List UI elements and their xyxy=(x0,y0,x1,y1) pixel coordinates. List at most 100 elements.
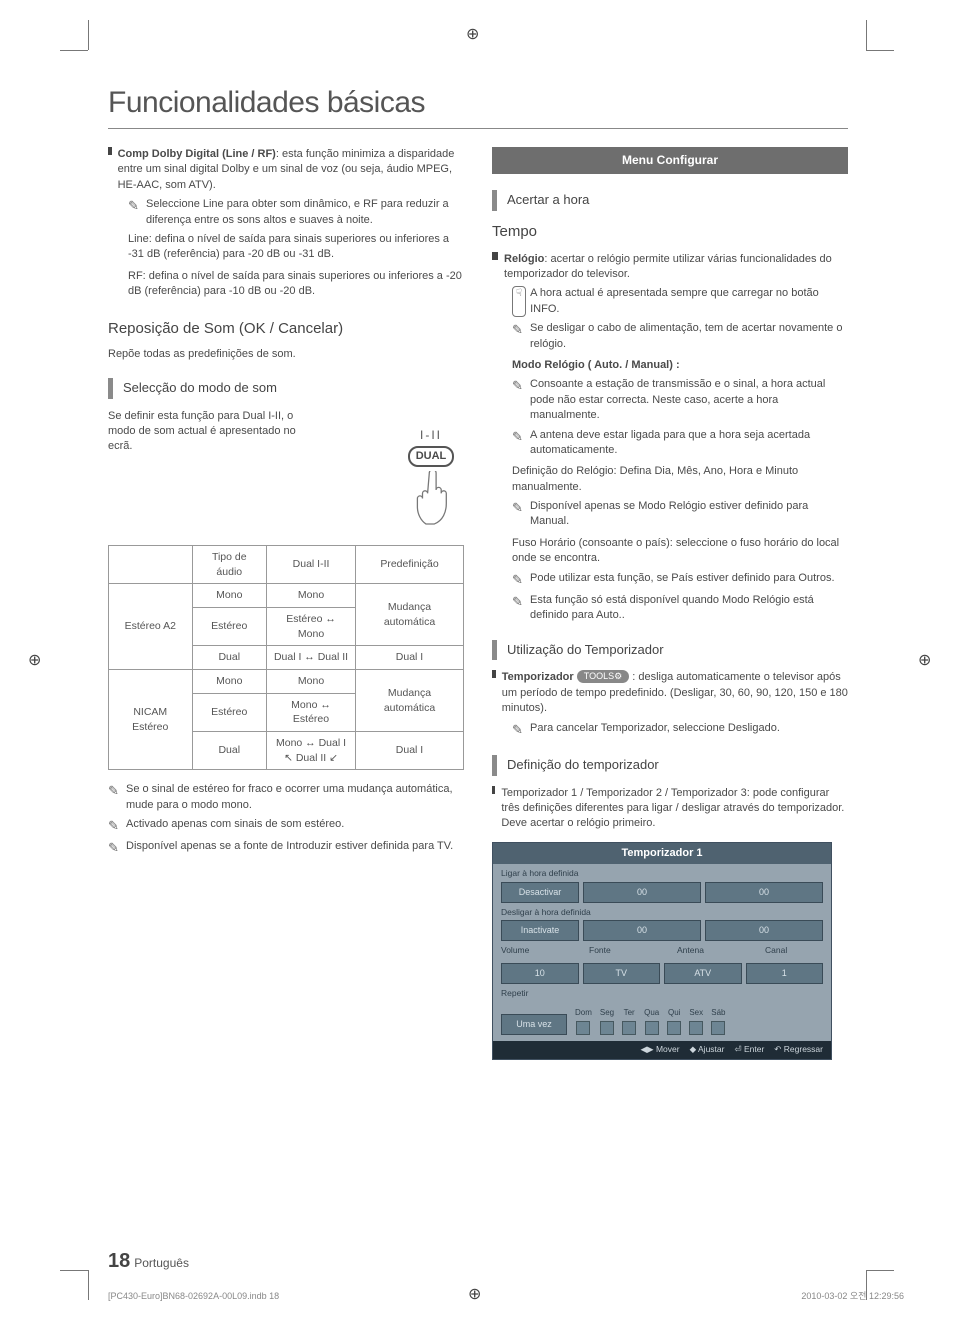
val-volume[interactable]: 10 xyxy=(501,963,579,984)
cell: Dual xyxy=(192,646,266,670)
cell: Mudança automática xyxy=(356,584,464,646)
def-temp-body: Temporizador 1 / Temporizador 2 / Tempor… xyxy=(501,786,848,832)
registration-mark-icon: ⊕ xyxy=(466,24,479,46)
lbl-canal: Canal xyxy=(765,945,823,957)
remote-button-illustration: I-II DUAL xyxy=(400,427,462,537)
page-title: Funcionalidades básicas xyxy=(108,82,848,129)
acertar-heading: Acertar a hora xyxy=(492,190,848,211)
cell: Mono ↔ Estéreo xyxy=(267,693,356,731)
day-qua[interactable]: Qua xyxy=(644,1007,659,1034)
comp-note: Seleccione Line para obter som dinâmico,… xyxy=(146,197,464,228)
panel-hour2[interactable]: 00 xyxy=(583,920,701,941)
cell: Dual I xyxy=(356,732,464,770)
th-empty xyxy=(109,545,193,583)
lbl-repetir: Repetir xyxy=(501,988,823,1000)
soundmode-heading: Selecção do modo de som xyxy=(108,378,464,399)
day-ter[interactable]: Ter xyxy=(622,1007,636,1034)
tools-button-icon: TOOLS⚙ xyxy=(577,670,629,683)
util-heading: Utilização do Temporizador xyxy=(492,640,848,661)
lbl-fonte: Fonte xyxy=(589,945,647,957)
val-repetir[interactable]: Uma vez xyxy=(501,1014,567,1035)
note-icon: ✎ xyxy=(512,321,530,352)
cell: Mono ↔ Dual I ↖ Dual II ↙ xyxy=(267,732,356,770)
panel-title: Temporizador 1 xyxy=(493,843,831,864)
temporizador-title: Temporizador xyxy=(502,671,574,683)
comp-title: Comp Dolby Digital (Line / RF) xyxy=(118,148,276,160)
cell-a2: Estéreo A2 xyxy=(109,584,193,670)
def-note: Disponível apenas se Modo Relógio estive… xyxy=(530,499,848,530)
day-seg[interactable]: Seg xyxy=(600,1007,614,1034)
note-weak-stereo: Se o sinal de estéreo for fraco e ocorre… xyxy=(126,782,464,813)
relogio-note1: Se desligar o cabo de alimentação, tem d… xyxy=(530,321,848,352)
note-icon: ✎ xyxy=(108,817,126,835)
timer-panel: Temporizador 1 Ligar à hora definida Des… xyxy=(492,842,832,1060)
temporizador-note: Para cancelar Temporizador, seleccione D… xyxy=(530,721,780,739)
cell: Mono xyxy=(192,670,266,694)
cell: Mono xyxy=(267,670,356,694)
cell: Mono xyxy=(267,584,356,608)
reset-heading: Reposição de Som (OK / Cancelar) xyxy=(108,318,464,339)
note-icon: ✎ xyxy=(512,593,530,624)
note-stereo-only: Activado apenas com sinais de som estére… xyxy=(126,817,344,835)
footer-ajustar: ◆ Ajustar xyxy=(690,1044,725,1056)
panel-min2[interactable]: 00 xyxy=(705,920,823,941)
comp-line: Line: defina o nível de saída para sinai… xyxy=(128,232,464,263)
day-sex[interactable]: Sex xyxy=(689,1007,703,1034)
imprint-right: 2010-03-02 오전 12:29:56 xyxy=(801,1290,904,1303)
registration-mark-icon: ⊕ xyxy=(468,1284,481,1306)
audio-mode-table: Tipo de áudio Dual I-II Predefinição Est… xyxy=(108,545,464,771)
tempo-heading: Tempo xyxy=(492,221,848,242)
note-tv-only: Disponível apenas se a fonte de Introduz… xyxy=(126,839,453,857)
note-icon: ✎ xyxy=(512,377,530,423)
page-number: 18Português xyxy=(108,1247,189,1275)
modo-note2: A antena deve estar ligada para que a ho… xyxy=(530,428,848,459)
relogio-text: : acertar o relógio permite utilizar vár… xyxy=(504,253,832,280)
panel-desligar-label: Desligar à hora definida xyxy=(501,907,823,919)
menu-configurar-bar: Menu Configurar xyxy=(492,147,848,174)
panel-desactivar[interactable]: Desactivar xyxy=(501,882,579,903)
note-icon: ✎ xyxy=(512,721,530,739)
modo-relogio-heading: Modo Relógio ( Auto. / Manual) : xyxy=(512,359,680,371)
soundmode-text: Se definir esta função para Dual I-II, o… xyxy=(108,409,308,455)
note-icon: ✎ xyxy=(108,839,126,857)
cell: Estéreo ↔ Mono xyxy=(267,607,356,645)
registration-mark-icon: ⊕ xyxy=(918,650,931,672)
def-relogio: Definição do Relógio: Defina Dia, Mês, A… xyxy=(512,464,848,495)
val-antena[interactable]: ATV xyxy=(664,963,742,984)
hand-icon xyxy=(414,471,448,531)
panel-ligar-label: Ligar à hora definida xyxy=(501,868,823,880)
footer-regressar: ↶ Regressar xyxy=(774,1044,823,1056)
hand-info-icon: ☟ xyxy=(512,286,526,317)
registration-mark-icon: ⊕ xyxy=(28,650,41,672)
footer-enter: ⏎ Enter xyxy=(734,1044,764,1056)
panel-inactivate[interactable]: Inactivate xyxy=(501,920,579,941)
comp-rf: RF: defina o nível de saída para sinais … xyxy=(128,269,464,300)
note-icon: ✎ xyxy=(128,197,146,228)
cell-nicam: NICAM Estéreo xyxy=(109,670,193,770)
remote-label-2: DUAL xyxy=(408,446,455,467)
relogio-title: Relógio xyxy=(504,253,544,265)
fuso-note1: Pode utilizar esta função, se País estiv… xyxy=(530,571,835,589)
val-fonte[interactable]: TV xyxy=(583,963,661,984)
val-canal[interactable]: 1 xyxy=(746,963,824,984)
th-pred: Predefinição xyxy=(356,545,464,583)
panel-hour[interactable]: 00 xyxy=(583,882,701,903)
reset-text: Repõe todas as predefinições de som. xyxy=(108,347,464,362)
remote-label-1: I-II xyxy=(400,427,462,444)
relogio-info: A hora actual é apresentada sempre que c… xyxy=(530,286,848,317)
feature-relogio: Relógio: acertar o relógio permite utili… xyxy=(492,252,848,624)
day-sab[interactable]: Sáb xyxy=(711,1007,725,1034)
cell: Mudança automática xyxy=(356,670,464,732)
note-icon: ✎ xyxy=(108,782,126,813)
note-icon: ✎ xyxy=(512,428,530,459)
panel-min[interactable]: 00 xyxy=(705,882,823,903)
cell: Mono xyxy=(192,584,266,608)
th-dual: Dual I-II xyxy=(267,545,356,583)
imprint-left: [PC430-Euro]BN68-02692A-00L09.indb 18 xyxy=(108,1290,279,1303)
note-icon: ✎ xyxy=(512,571,530,589)
day-dom[interactable]: Dom xyxy=(575,1007,592,1034)
lbl-antena: Antena xyxy=(677,945,735,957)
footer-mover: ◀▶ Mover xyxy=(641,1044,680,1056)
day-qui[interactable]: Qui xyxy=(667,1007,681,1034)
note-icon: ✎ xyxy=(512,499,530,530)
